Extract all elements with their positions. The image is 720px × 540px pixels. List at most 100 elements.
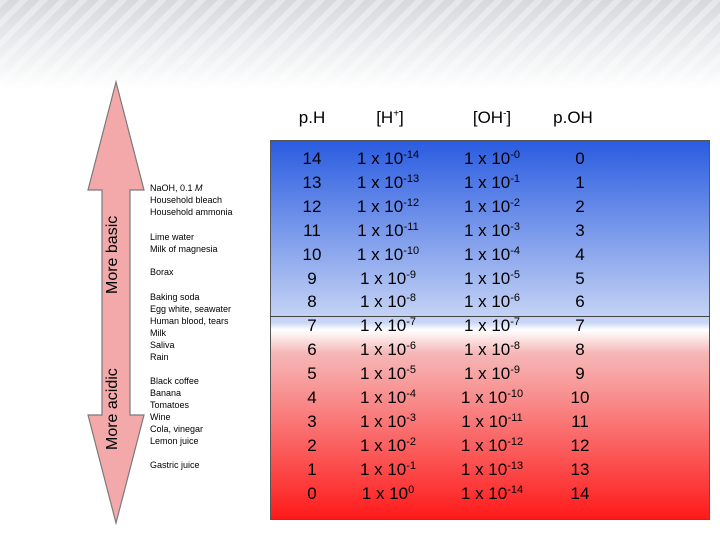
h-concentration-value: 1 x 10-9 <box>359 268 417 288</box>
table-row: 13 1 x 10-13 1 x 10-1 1 <box>270 172 710 194</box>
table-row: 7 1 x 10-7 1 x 10-7 7 <box>270 315 710 337</box>
table-row: 11 1 x 10-11 1 x 10-3 3 <box>270 220 710 242</box>
ph-value: 11 <box>303 220 321 240</box>
examples-near-neutral: Baking soda Egg white, seawater Human bl… <box>150 291 231 363</box>
ph-value: 8 <box>307 292 317 312</box>
h-concentration-value: 1 x 10-6 <box>359 340 417 360</box>
oh-concentration-value: 1 x 10-4 <box>463 244 521 264</box>
h-concentration-value: 1 x 10-7 <box>359 316 417 336</box>
ph-scale-panel <box>270 140 710 520</box>
oh-concentration-value: 1 x 10-8 <box>463 340 521 360</box>
oh-concentration-value: 1 x 10-1 <box>463 172 521 192</box>
ph-value: 3 <box>307 411 317 431</box>
h-concentration-value: 1 x 10-1 <box>359 459 417 479</box>
examples-weak-acid: Black coffee Banana Tomatoes Wine Cola, … <box>150 375 203 447</box>
ph-value: 6 <box>307 340 317 360</box>
header-ph: p.H <box>298 108 326 127</box>
example-item: Milk of magnesia <box>150 244 218 254</box>
table-row: 6 1 x 10-6 1 x 10-8 8 <box>270 339 710 361</box>
example-item: Black coffee <box>150 376 199 386</box>
h-concentration-value: 1 x 10-13 <box>356 172 420 192</box>
example-item: Saliva <box>150 340 175 350</box>
example-item: Household ammonia <box>150 207 233 217</box>
oh-concentration-value: 1 x 10-6 <box>463 292 521 312</box>
poh-value: 0 <box>575 149 585 168</box>
oh-concentration-value: 1 x 10-13 <box>460 459 524 479</box>
poh-value: 2 <box>575 196 585 216</box>
table-row: 0 1 x 100 1 x 10-14 14 <box>270 483 710 505</box>
example-item: Milk <box>150 328 166 338</box>
slide-top-band <box>0 0 720 90</box>
table-row: 3 1 x 10-3 1 x 10-11 11 <box>270 411 710 433</box>
oh-concentration-value: 1 x 10-3 <box>463 220 521 240</box>
examples-strong-base: NaOH, 0.1 M Household bleach Household a… <box>150 182 233 218</box>
ph-value: 13 <box>302 172 322 192</box>
header-poh: p.OH <box>553 108 593 127</box>
oh-concentration-value: 1 x 10-0 <box>463 149 521 168</box>
h-concentration-value: 1 x 10-2 <box>359 435 417 455</box>
poh-value: 6 <box>575 292 585 312</box>
examples-base: Lime water Milk of magnesia <box>150 231 218 255</box>
example-item: NaOH, 0.1 M <box>150 183 203 193</box>
more-basic-label: More basic <box>104 215 121 294</box>
example-item: Cola, vinegar <box>150 424 204 434</box>
poh-value: 8 <box>575 340 585 360</box>
basic-acidic-arrow-icon <box>87 80 145 525</box>
example-item: Wine <box>150 412 171 422</box>
oh-concentration-value: 1 x 10-10 <box>460 388 524 407</box>
h-concentration-value: 1 x 10-12 <box>356 196 420 216</box>
example-item: Tomatoes <box>150 400 190 410</box>
example-item: Household bleach <box>150 195 223 205</box>
oh-concentration-value: 1 x 10-14 <box>460 483 524 503</box>
oh-concentration-value: 1 x 10-12 <box>460 435 524 455</box>
poh-value: 13 <box>570 459 590 479</box>
oh-concentration-value: 1 x 10-9 <box>463 364 521 384</box>
table-row: 9 1 x 10-9 1 x 10-5 5 <box>270 268 710 290</box>
ph-value: 9 <box>307 268 317 288</box>
example-item: Egg white, seawater <box>150 304 232 314</box>
ph-value: 12 <box>302 196 322 216</box>
table-row: 2 1 x 10-2 1 x 10-12 12 <box>270 435 710 457</box>
poh-value: 12 <box>570 435 590 455</box>
ph-value: 5 <box>307 364 317 384</box>
table-row: 4 1 x 10-4 1 x 10-10 10 <box>270 387 710 409</box>
slide-top-texture <box>0 0 720 90</box>
ph-value: 7 <box>307 316 317 336</box>
h-concentration-value: 1 x 100 <box>361 483 415 503</box>
poh-value: 4 <box>575 244 585 264</box>
h-concentration-value: 1 x 10-3 <box>359 411 417 431</box>
examples-strong-acid: Gastric juice <box>150 459 200 471</box>
ph-value: 14 <box>302 149 322 168</box>
h-concentration-value: 1 x 10-14 <box>356 149 420 168</box>
oh-concentration-value: 1 x 10-2 <box>463 196 521 216</box>
h-concentration-value: 1 x 10-8 <box>359 292 417 312</box>
poh-value: 3 <box>575 220 585 240</box>
poh-value: 7 <box>575 316 585 336</box>
table-row: 1 1 x 10-1 1 x 10-13 13 <box>270 459 710 481</box>
poh-value: 1 <box>575 172 585 192</box>
table-row: 14 1 x 10-14 1 x 10-0 0 <box>270 148 710 170</box>
oh-concentration-value: 1 x 10-11 <box>461 411 523 431</box>
example-item: Borax <box>150 267 174 277</box>
table-row: 10 1 x 10-10 1 x 10-4 4 <box>270 244 710 266</box>
table-row: 5 1 x 10-5 1 x 10-9 9 <box>270 363 710 385</box>
h-concentration-value: 1 x 10-5 <box>359 364 417 384</box>
h-concentration-value: 1 x 10-4 <box>359 388 417 407</box>
ph-value: 2 <box>307 435 317 455</box>
example-item: Human blood, tears <box>150 316 229 326</box>
oh-concentration-value: 1 x 10-5 <box>463 268 521 288</box>
ph-value: 0 <box>307 483 317 503</box>
header-oh-concentration: [OH-] <box>472 108 512 127</box>
ph-value: 10 <box>302 244 322 264</box>
h-concentration-value: 1 x 10-10 <box>356 244 420 264</box>
oh-concentration-value: 1 x 10-7 <box>463 316 521 336</box>
example-item: Rain <box>150 352 169 362</box>
poh-value: 9 <box>575 364 585 384</box>
poh-value: 5 <box>575 268 585 288</box>
example-item: Gastric juice <box>150 460 200 470</box>
ph-value: 1 <box>307 459 317 479</box>
example-item: Lemon juice <box>150 436 199 446</box>
poh-value: 10 <box>570 388 590 407</box>
poh-value: 11 <box>571 411 589 431</box>
table-row: 12 1 x 10-12 1 x 10-2 2 <box>270 196 710 218</box>
